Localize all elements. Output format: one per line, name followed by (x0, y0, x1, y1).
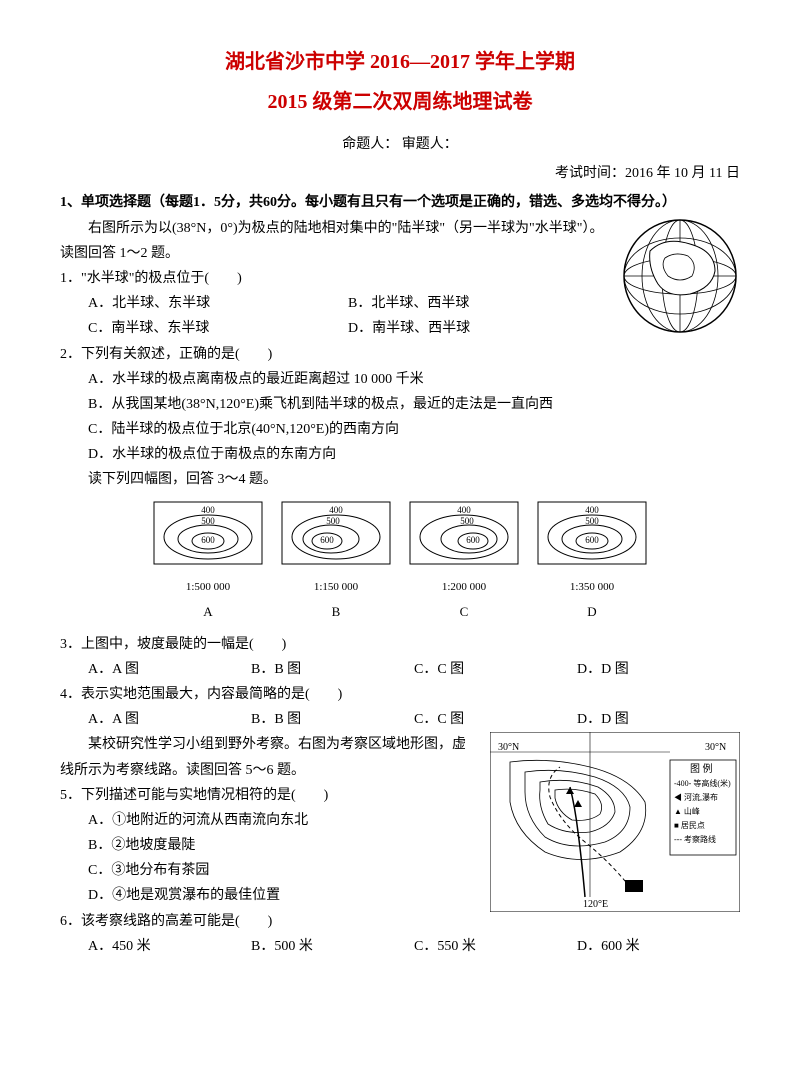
svg-text:30°N: 30°N (498, 742, 519, 753)
q3-opt-b: B．B 图 (251, 657, 414, 682)
svg-text:30°N: 30°N (705, 742, 726, 753)
q6-opt-d: D．600 米 (577, 934, 740, 959)
q2-opt-a: A．水半球的极点离南极点的最近距离超过 10 000 千米 (88, 367, 740, 392)
svg-text:400: 400 (201, 505, 215, 515)
authors-line: 命题人： 审题人： (60, 132, 740, 157)
svg-text:600: 600 (466, 535, 480, 545)
q4-opt-c: C．C 图 (414, 707, 577, 732)
title-line-1: 湖北省沙市中学 2016—2017 学年上学期 (60, 44, 740, 80)
svg-text:500: 500 (201, 516, 215, 526)
svg-text:400: 400 (585, 505, 599, 515)
contour-d: 400 500 600 1:350 000 D (537, 501, 647, 624)
q1-opt-a: A．北半球、东半球 (88, 291, 348, 316)
q3-stem: 3．上图中，坡度最陡的一幅是( ) (60, 632, 740, 657)
q4-opt-b: B．B 图 (251, 707, 414, 732)
svg-text:600: 600 (585, 535, 599, 545)
q6-stem: 6．该考察线路的高差可能是( ) (60, 909, 740, 934)
contour-b: 400 500 600 1:150 000 B (281, 501, 391, 624)
letter-c: C (409, 600, 519, 623)
intro-3-4: 读下列四幅图，回答 3～4 题。 (60, 467, 740, 492)
q4-opt-a: A．A 图 (88, 707, 251, 732)
scale-a: 1:500 000 (153, 578, 263, 598)
letter-d: D (537, 600, 647, 623)
letter-a: A (153, 600, 263, 623)
title-line-2: 2015 级第二次双周练地理试卷 (60, 84, 740, 120)
q2-opt-d: D．水半球的极点位于南极点的东南方向 (88, 442, 740, 467)
svg-text:500: 500 (585, 516, 599, 526)
section-1-head: 1、单项选择题（每题1．5分，共60分。每小题有且只有一个选项是正确的，错选、多… (60, 190, 740, 215)
svg-text:120°E: 120°E (583, 899, 608, 910)
q4-stem: 4．表示实地范围最大，内容最简略的是( ) (60, 682, 740, 707)
svg-text:500: 500 (460, 516, 474, 526)
svg-text:600: 600 (201, 535, 215, 545)
q4-opt-d: D．D 图 (577, 707, 740, 732)
svg-text:400: 400 (329, 505, 343, 515)
contour-figures: 400 500 600 1:500 000 A 400 500 600 1:15… (60, 501, 740, 624)
topo-map-figure: 30°N 30°N 120°E 图 例 -400- 等高线(米) ◀ 河流,瀑布… (490, 732, 740, 912)
svg-text:--- 考察路线: --- 考察路线 (674, 834, 716, 844)
q3-opt-c: C．C 图 (414, 657, 577, 682)
svg-text:500: 500 (326, 516, 340, 526)
q3-opt-a: A．A 图 (88, 657, 251, 682)
q6-opt-b: B．500 米 (251, 934, 414, 959)
svg-text:◀ 河流,瀑布: ◀ 河流,瀑布 (674, 792, 718, 802)
scale-b: 1:150 000 (281, 578, 391, 598)
q1-opt-b: B．北半球、西半球 (348, 291, 608, 316)
q1-opt-d: D．南半球、西半球 (348, 316, 608, 341)
q3-opt-d: D．D 图 (577, 657, 740, 682)
globe-figure (620, 216, 740, 336)
contour-a: 400 500 600 1:500 000 A (153, 501, 263, 624)
q2-opt-b: B．从我国某地(38°N,120°E)乘飞机到陆半球的极点，最近的走法是一直向西 (88, 392, 740, 417)
svg-text:■ 居民点: ■ 居民点 (674, 821, 705, 830)
svg-text:-400- 等高线(米): -400- 等高线(米) (674, 778, 731, 788)
scale-d: 1:350 000 (537, 578, 647, 598)
contour-c: 400 500 600 1:200 000 C (409, 501, 519, 624)
svg-text:600: 600 (320, 535, 334, 545)
q1-opts-row1: A．北半球、东半球 B．北半球、西半球 (88, 291, 608, 316)
svg-text:400: 400 (457, 505, 471, 515)
exam-date: 考试时间：2016 年 10 月 11 日 (60, 161, 740, 186)
q2-stem: 2．下列有关叙述，正确的是( ) (60, 342, 740, 367)
q6-opt-c: C．550 米 (414, 934, 577, 959)
q1-opts-row2: C．南半球、东半球 D．南半球、西半球 (88, 316, 608, 341)
q6-opt-a: A．450 米 (88, 934, 251, 959)
svg-text:图 例: 图 例 (690, 762, 713, 775)
letter-b: B (281, 600, 391, 623)
svg-text:▲ 山峰: ▲ 山峰 (674, 806, 700, 816)
q2-opt-c: C．陆半球的极点位于北京(40°N,120°E)的西南方向 (88, 417, 740, 442)
scale-c: 1:200 000 (409, 578, 519, 598)
q1-opt-c: C．南半球、东半球 (88, 316, 348, 341)
